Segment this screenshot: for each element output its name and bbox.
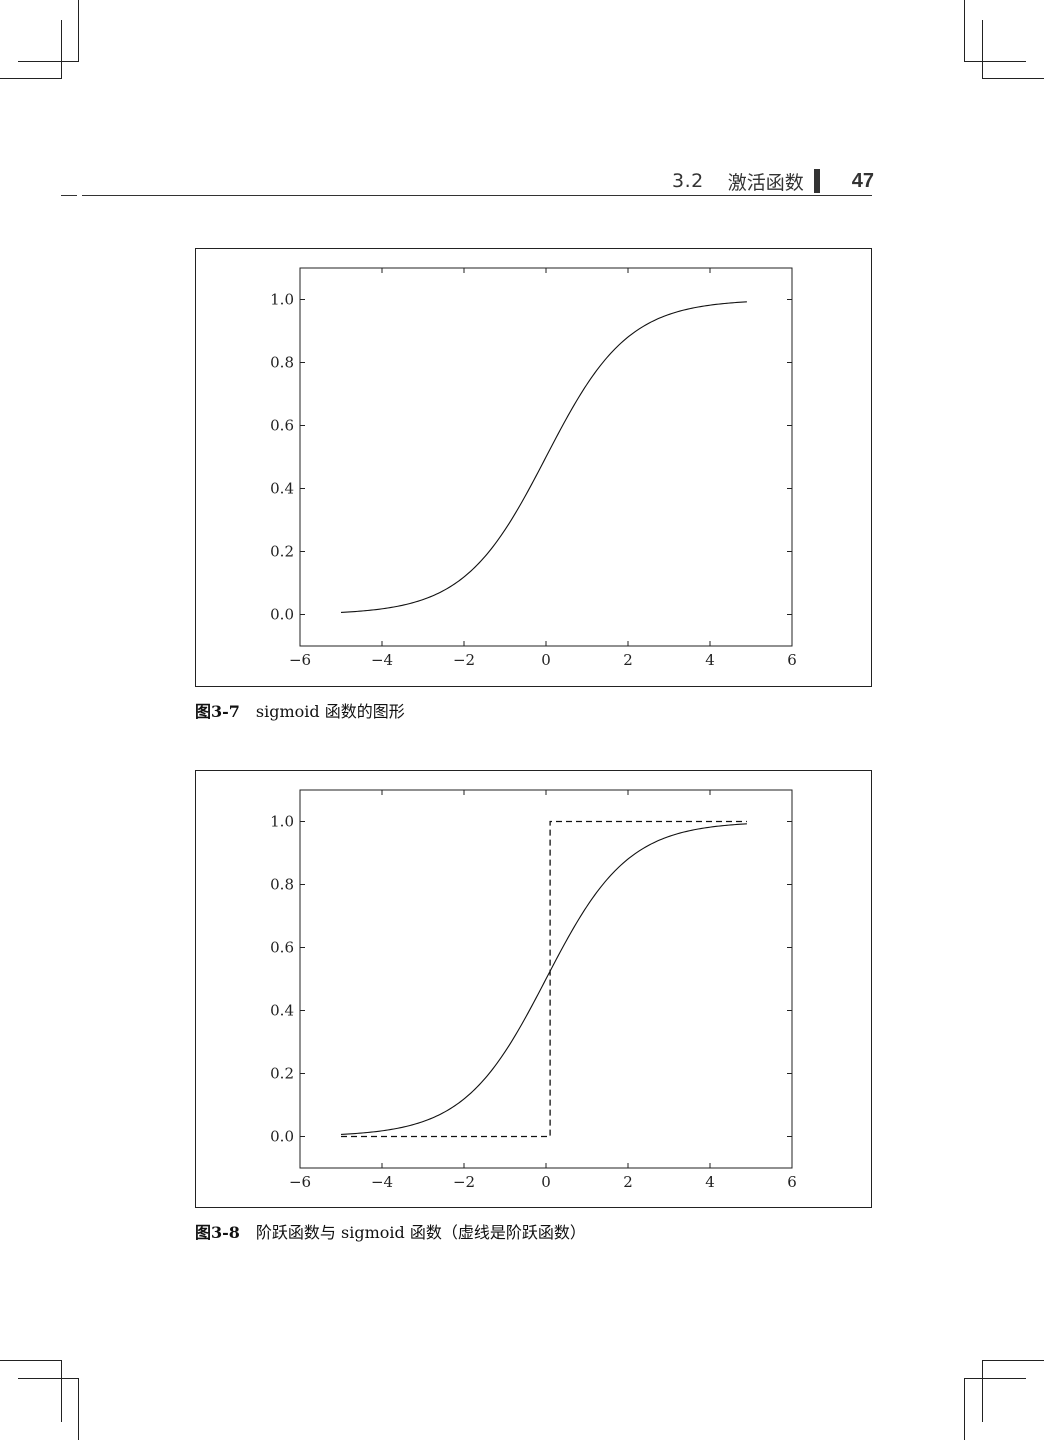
x-tick-label: −2 (453, 651, 475, 669)
x-tick-label: −4 (371, 1173, 393, 1191)
x-tick-label: −4 (371, 651, 393, 669)
x-tick-label: 0 (541, 1173, 551, 1191)
x-tick-label: 0 (541, 651, 551, 669)
x-tick-label: −6 (289, 651, 311, 669)
sigmoid-line (340, 301, 747, 613)
crop-mark-bl-v (78, 1378, 79, 1440)
x-tick-label: −6 (289, 1173, 311, 1191)
crop-mark-br-v (964, 1378, 965, 1440)
figure-3-8-box: −6 −4 −2 0 2 4 6 0.0 0.2 0.4 0.6 0.8 1.0 (195, 770, 872, 1208)
section-number: 3.2 (672, 170, 704, 192)
running-header: 3.2 激活函数 47 (672, 166, 874, 196)
crop-mark-tr-h2 (982, 78, 1044, 79)
header-bar (813, 169, 820, 193)
y-tick-label: 0.6 (270, 417, 294, 435)
x-tick-label: −2 (453, 1173, 475, 1191)
figure-caption-text: sigmoid 函数的图形 (255, 702, 405, 721)
y-tick-label: 1.0 (270, 291, 294, 309)
crop-mark-bl-v2 (61, 1360, 62, 1422)
crop-mark-tr-h (964, 61, 1026, 62)
figure-label: 图3-7 (195, 702, 240, 721)
crop-mark-tl-v (78, 0, 79, 62)
figure-caption-text: 阶跃函数与 sigmoid 函数（虚线是阶跃函数） (255, 1223, 586, 1242)
header-rule-short (61, 195, 77, 196)
crop-mark-tl-h2 (0, 78, 62, 79)
crop-mark-bl-h (0, 1360, 62, 1361)
step-vs-sigmoid-chart: −6 −4 −2 0 2 4 6 0.0 0.2 0.4 0.6 0.8 1.0 (270, 789, 797, 1191)
crop-mark-tr-v2 (982, 20, 983, 78)
y-tick-label: 0.4 (270, 480, 294, 498)
step-function-line (341, 820, 747, 1138)
y-tick-label: 0.8 (270, 354, 294, 372)
figure-3-8-caption: 图3-8 阶跃函数与 sigmoid 函数（虚线是阶跃函数） (195, 1219, 586, 1243)
crop-mark-tl-h (18, 61, 78, 62)
crop-mark-tr-v (964, 0, 965, 62)
crop-mark-br-v2 (982, 1360, 983, 1422)
crop-mark-tl-v2 (61, 20, 62, 78)
y-tick-label: 0.8 (270, 876, 294, 894)
section-title: 激活函数 (727, 171, 804, 194)
crop-mark-br-h (982, 1360, 1044, 1361)
x-tick-label: 2 (623, 651, 633, 669)
figure-3-7-box: −6 −4 −2 0 2 4 6 0.0 0.2 0.4 0.6 0.8 1.0 (195, 248, 872, 687)
y-tick-label: 0.0 (270, 1128, 294, 1146)
sigmoid-line (340, 823, 747, 1135)
y-tick-label: 0.0 (270, 606, 294, 624)
y-tick-label: 0.6 (270, 939, 294, 957)
crop-mark-bl-h2 (18, 1378, 78, 1379)
x-tick-label: 4 (705, 1173, 715, 1191)
x-tick-label: 2 (623, 1173, 633, 1191)
figure-3-7-caption: 图3-7 sigmoid 函数的图形 (195, 698, 405, 722)
x-tick-label: 6 (787, 651, 797, 669)
page-number: 47 (851, 169, 874, 192)
x-tick-label: 4 (705, 651, 715, 669)
figure-label: 图3-8 (195, 1223, 240, 1242)
x-tick-label: 6 (787, 1173, 797, 1191)
y-tick-label: 1.0 (270, 813, 294, 831)
sigmoid-chart: −6 −4 −2 0 2 4 6 0.0 0.2 0.4 0.6 0.8 1.0 (270, 267, 797, 669)
y-tick-label: 0.4 (270, 1002, 294, 1020)
header-rule (82, 195, 872, 196)
y-tick-label: 0.2 (270, 1065, 294, 1083)
crop-mark-br-h2 (964, 1378, 1026, 1379)
y-tick-label: 0.2 (270, 543, 294, 561)
